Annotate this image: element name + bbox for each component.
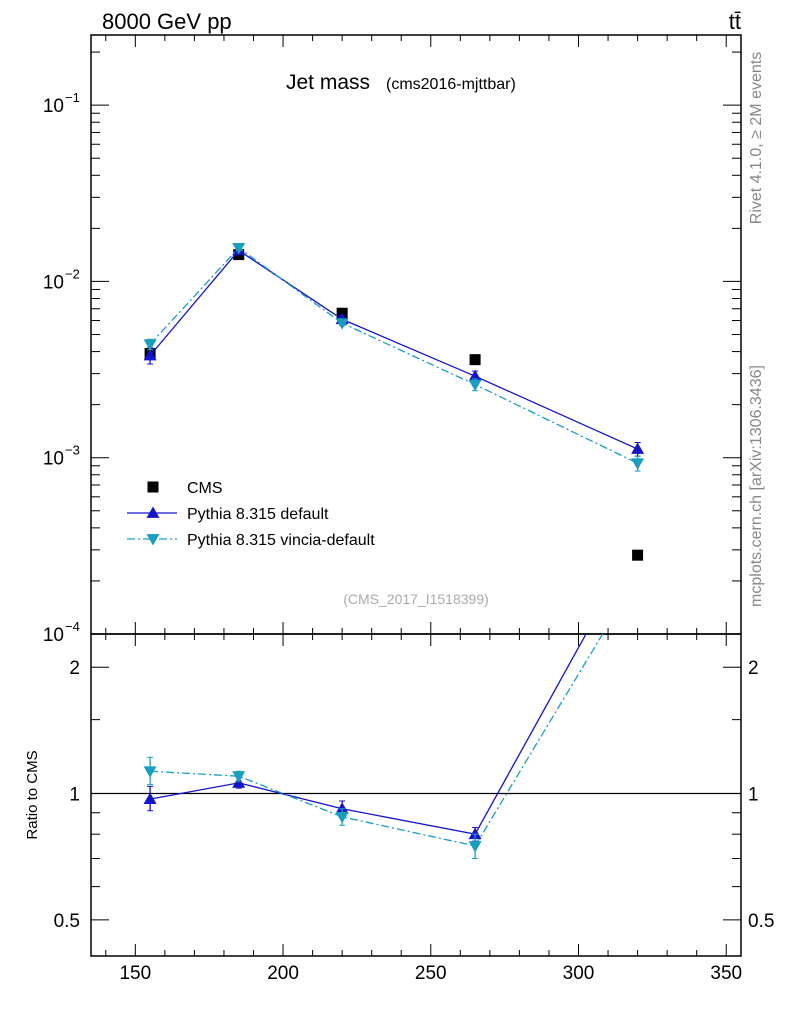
x-tick-label: 350: [710, 963, 742, 984]
ratio-mc-point: [468, 841, 482, 853]
plot-subtitle: (cms2016-mjttbar): [386, 76, 516, 93]
x-tick-label: 150: [119, 963, 151, 984]
ratio-ytick-label-right: 2: [748, 658, 759, 679]
x-tick-label: 250: [415, 963, 447, 984]
legend-marker: [146, 506, 160, 518]
main-mc-point: [143, 339, 157, 351]
main-mc-point: [468, 369, 482, 382]
ratio-ytick-label-right: 1: [748, 785, 759, 806]
ratio-mc-point: [335, 811, 349, 824]
cms-data-point: [632, 549, 644, 561]
main-mc-point: [631, 458, 645, 470]
main-mc-point: [335, 318, 349, 330]
ratio-mc-point: [468, 827, 482, 840]
ratio-ytick-label: 1: [69, 785, 80, 806]
main-plot-area: [143, 243, 645, 561]
y-tick-label: 10: [43, 449, 64, 470]
x-tick-label: 200: [267, 963, 299, 984]
ratio-mc-point: [232, 771, 246, 783]
y-tick-label: 10: [43, 272, 64, 293]
ratio-mc-point: [631, 534, 644, 545]
x-tick-label: 300: [563, 963, 595, 984]
process-label: tt̄: [729, 9, 741, 34]
ratio-axis-ticks: 150 200 250 300 350 2 2 1 1 0.5 0.5: [54, 634, 774, 984]
ratio-ylabel: Ratio to CMS: [24, 750, 41, 839]
y-tick-exponent: −2: [65, 266, 80, 281]
ratio-series-line: [149, 634, 587, 835]
main-series-line: [149, 249, 638, 450]
rivet-label: Rivet 4.1.0, ≥ 2M events: [748, 52, 765, 224]
ratio-mc-point: [143, 766, 157, 778]
legend-marker: [146, 534, 160, 546]
legend-label: Pythia 8.315 default: [187, 506, 329, 523]
energy-label: 8000 GeV pp: [102, 9, 232, 34]
plot-title: Jet mass: [286, 71, 370, 94]
legend-label: Pythia 8.315 vincia-default: [187, 532, 375, 549]
y-tick-exponent: −4: [65, 619, 80, 634]
ratio-mc-point: [143, 792, 157, 804]
main-mc-point: [468, 379, 482, 392]
y-tick-exponent: −1: [65, 90, 80, 105]
main-series-line: [149, 247, 638, 464]
legend-marker-cms: [147, 481, 159, 493]
ratio-ytick-label-right: 0.5: [748, 911, 774, 932]
cms-data-point: [469, 354, 481, 366]
ratio-mc-point: [335, 802, 349, 814]
main-mc-point: [232, 243, 246, 255]
ratio-panel-frame: [90, 633, 742, 957]
analysis-watermark: (CMS_2017_I1518399): [343, 591, 489, 607]
y-tick-exponent: −3: [65, 443, 80, 458]
y-tick-label: 10: [43, 625, 64, 646]
ratio-ytick-label: 2: [69, 658, 80, 679]
main-mc-point: [631, 442, 645, 454]
ratio-mc-point: [631, 571, 644, 582]
main-axis-ticks: 10−110−210−310−4: [43, 35, 741, 646]
ratio-series-line: [150, 634, 604, 847]
ratio-plot-area: [91, 534, 741, 860]
mcplots-label: mcplots.cern.ch [arXiv:1306.3436]: [748, 365, 765, 607]
main-mc-point: [143, 349, 157, 361]
ratio-ytick-label: 0.5: [54, 911, 80, 932]
y-tick-label: 10: [43, 96, 64, 117]
legend-label: CMS: [187, 480, 223, 497]
legend: CMS Pythia 8.315 default Pythia 8.315 vinc…: [127, 480, 375, 549]
